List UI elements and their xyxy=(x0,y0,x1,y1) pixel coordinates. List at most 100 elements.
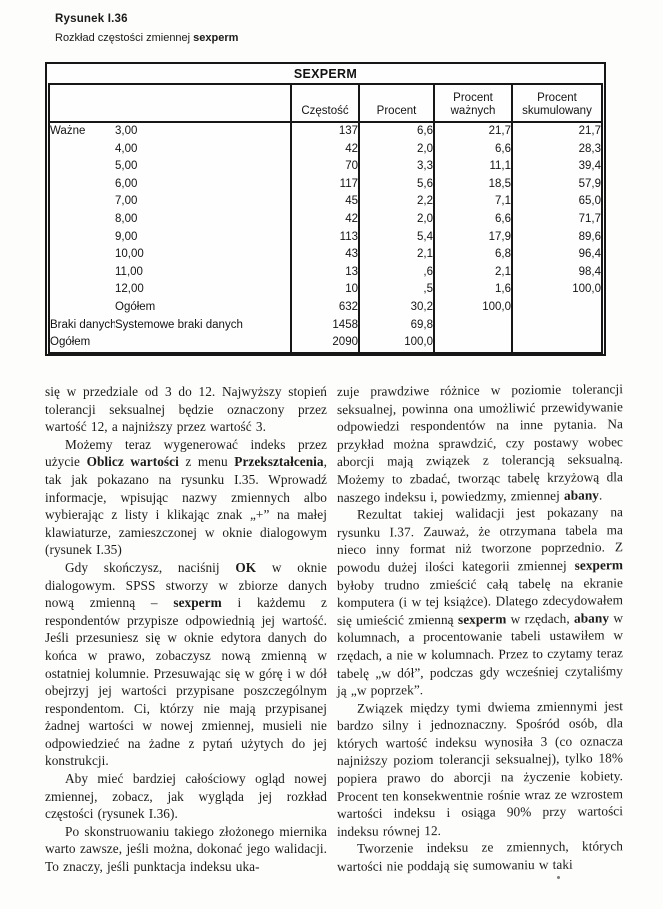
value-cell: ,5 xyxy=(358,281,434,299)
value-cell: 2,0 xyxy=(358,210,434,229)
value-cell: 43 xyxy=(290,246,359,264)
text-run: Po skonstruowaniu takiego złożonego mier… xyxy=(45,823,327,875)
text-run: w rzędach, xyxy=(506,610,575,627)
value-cell xyxy=(433,316,512,335)
value-cell: 1458 xyxy=(290,316,359,335)
column-header-czestosc: Częstość xyxy=(290,84,359,123)
value-cell: 100,0 xyxy=(358,334,434,353)
value-cell: 632 xyxy=(290,298,359,317)
scan-noise-dot xyxy=(557,876,560,879)
value-cell: 100,0 xyxy=(433,298,512,317)
value-cell: 17,9 xyxy=(433,228,512,247)
column-header-procent-waznych: Procent ważnych xyxy=(433,84,512,123)
row-group-cell xyxy=(49,299,115,317)
bold-term: Oblicz wartości xyxy=(86,454,179,470)
column-header-procent: Procent xyxy=(358,84,434,123)
value-cell: 18,5 xyxy=(433,175,512,194)
value-cell: 100,0 xyxy=(511,281,602,299)
paragraph: Gdy skończysz, naciśnij OK w oknie dialo… xyxy=(45,559,327,770)
bold-term: sexperm xyxy=(457,611,507,627)
value-cell: 2,0 xyxy=(358,140,434,159)
row-group-cell xyxy=(49,211,115,229)
value-cell: 1,6 xyxy=(433,281,512,299)
table-row: 4,00 42 2,0 6,6 28,3 xyxy=(49,140,602,159)
paragraph: Tworzenie indeksu ze zmiennych, których … xyxy=(337,838,623,876)
table-row: 6,00 117 5,6 18,5 57,9 xyxy=(49,175,602,194)
text-run: zuje prawdziwe różnice w poziomie tolera… xyxy=(337,381,623,505)
table-row: 11,00 13,6 2,1 98,4 xyxy=(49,263,602,282)
text-run: w oknie dialogowym. SPSS stworzy w zbior… xyxy=(45,559,327,611)
value-cell xyxy=(511,316,602,335)
frequency-table: Częstość Procent Procent ważnych Procent… xyxy=(48,83,603,354)
row-label-cell: 12,00 xyxy=(115,283,144,296)
value-cell: 70 xyxy=(290,158,359,176)
value-cell: 3,3 xyxy=(358,158,434,176)
table-header-row: Częstość Procent Procent ważnych Procent… xyxy=(49,84,602,123)
row-label-cell xyxy=(115,334,291,353)
value-cell: 5,6 xyxy=(358,175,434,194)
table-row: 7,00 45 2,2 7,1 65,0 xyxy=(49,193,602,211)
row-label-cell: 4,00 xyxy=(115,142,138,155)
value-cell: 39,4 xyxy=(511,158,602,176)
bold-term: abany xyxy=(564,487,600,503)
figure-label: Rysunek I.36 xyxy=(55,13,128,25)
value-cell: 45 xyxy=(290,193,359,211)
corner-header-cell xyxy=(49,84,291,123)
figure-caption: Rozkład częstości zmiennej sexperm xyxy=(55,32,238,44)
value-cell: 28,3 xyxy=(511,140,602,159)
value-cell: 10 xyxy=(290,281,359,299)
text-run: Gdy skończysz, naciśnij xyxy=(65,559,236,575)
row-group-cell xyxy=(49,193,115,211)
value-cell: 113 xyxy=(290,228,359,247)
row-label-cell: 8,00 xyxy=(115,212,138,225)
text-run: się w przedziale od 3 do 12. Najwyższy s… xyxy=(45,384,327,435)
row-group-cell xyxy=(49,229,115,247)
text-run: , tak jak pokazano na rysunku I.35. Wpro… xyxy=(45,454,328,558)
value-cell: 96,4 xyxy=(511,246,602,264)
paragraph: zuje prawdziwe różnice w poziomie tolera… xyxy=(337,380,623,506)
row-group-cell xyxy=(49,281,115,299)
text-run: z menu xyxy=(178,454,235,470)
value-cell: 2090 xyxy=(290,334,359,353)
spss-output-box: SEXPERM Częstość Procent Procent ważnych… xyxy=(45,62,606,356)
value-cell: 21,7 xyxy=(433,122,512,141)
value-cell: 42 xyxy=(290,210,359,229)
value-cell: 2,1 xyxy=(358,246,434,264)
paragraph: Związek między tymi dwiema zmiennymi jes… xyxy=(337,697,623,840)
value-cell: 6,8 xyxy=(433,246,512,264)
row-group-cell: Ważne xyxy=(50,125,86,137)
row-label-cell: 5,00 xyxy=(115,160,138,173)
row-label-cell: 11,00 xyxy=(115,265,143,278)
value-cell: 11,1 xyxy=(433,158,512,176)
value-cell: 13 xyxy=(290,263,359,282)
row-group-cell: Braki danych xyxy=(50,318,115,331)
row-group-cell xyxy=(49,246,115,264)
text-column-left: się w przedziale od 3 do 12. Najwyższy s… xyxy=(45,383,327,876)
table-row: 10,00 43 2,1 6,8 96,4 xyxy=(49,246,602,264)
table-row: Ważne 3,00 137 6,6 21,7 21,7 xyxy=(49,122,602,141)
value-cell: 137 xyxy=(290,122,359,141)
row-group-cell xyxy=(49,176,115,194)
row-label-cell: 6,00 xyxy=(115,177,138,190)
value-cell: 2,1 xyxy=(433,263,512,282)
value-cell: 42 xyxy=(290,140,359,159)
paragraph: Rezultat takiej walidacji jest pokazany … xyxy=(337,503,623,699)
row-label-cell: 10,00 xyxy=(115,248,144,261)
bold-term: sexperm xyxy=(574,557,623,573)
table-title: SEXPERM xyxy=(293,67,358,81)
text-run: . xyxy=(599,487,603,503)
value-cell: 2,2 xyxy=(358,193,434,211)
text-run: Możemy teraz wygenerować indeks przez uż… xyxy=(45,436,327,470)
table-row: 9,00 113 5,4 17,9 89,6 xyxy=(49,228,602,247)
row-label-cell: Systemowe braki danych xyxy=(115,318,243,331)
table-row: 5,00 70 3,3 11,1 39,4 xyxy=(49,158,602,176)
row-label-cell: Ogółem xyxy=(115,300,156,313)
value-cell: 89,6 xyxy=(511,228,602,247)
bold-term: sexperm xyxy=(173,595,222,611)
value-cell: 65,0 xyxy=(511,193,602,211)
figure-caption-variable: sexperm xyxy=(193,32,239,44)
text-column-right: zuje prawdziwe różnice w poziomie tolera… xyxy=(337,380,623,875)
text-run: i każdemu z respondentów przypisze odpow… xyxy=(45,595,327,769)
value-cell xyxy=(511,298,602,317)
